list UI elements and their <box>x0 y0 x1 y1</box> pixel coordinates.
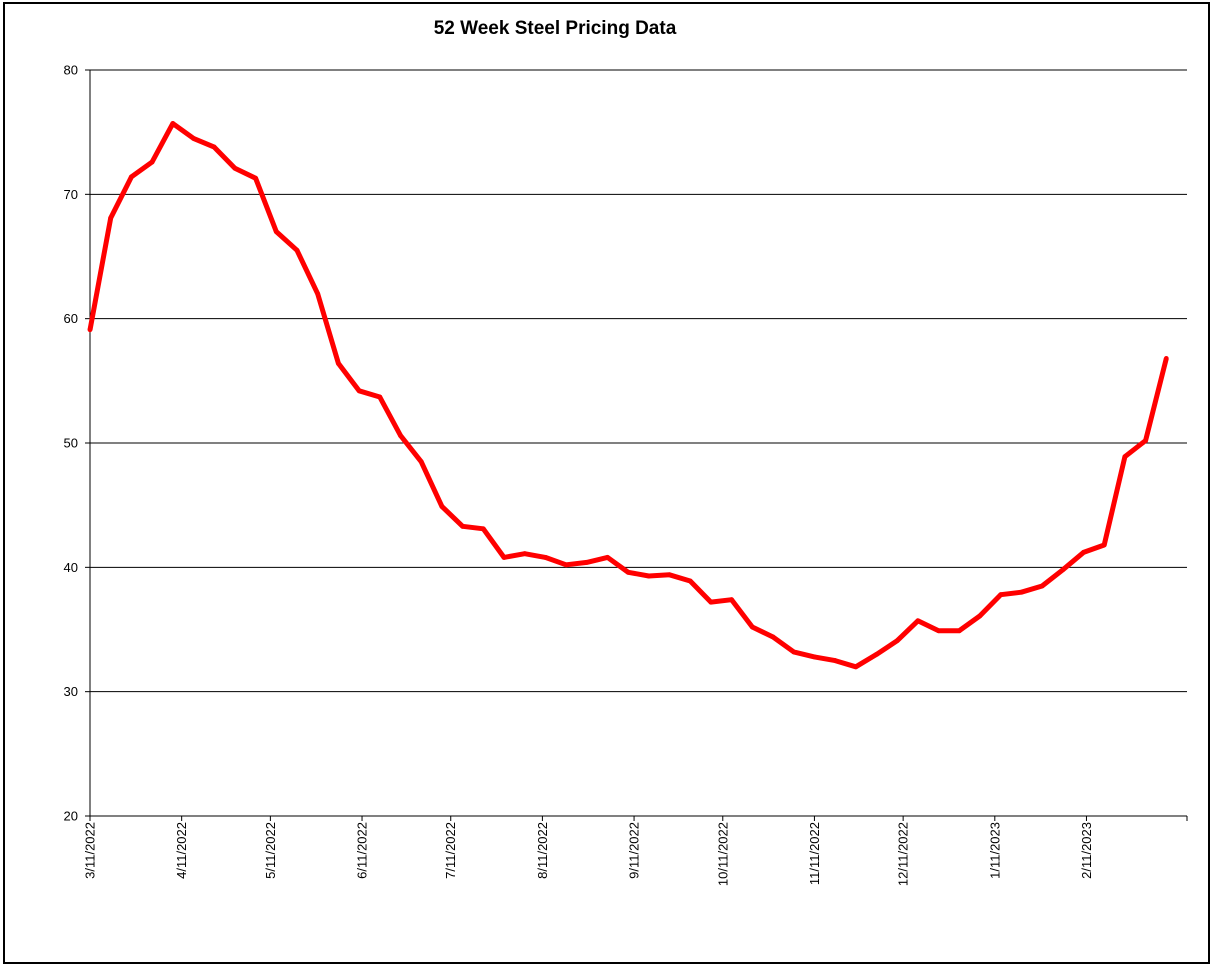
y-tick-label-70: 70 <box>64 187 78 202</box>
x-tick-label-8: 11/11/2022 <box>807 822 822 885</box>
x-tick-label-0: 3/11/2022 <box>83 822 98 879</box>
x-tick-label-5: 8/11/2022 <box>535 822 550 879</box>
chart-title: 52 Week Steel Pricing Data <box>433 18 677 39</box>
chart-frame <box>3 2 1210 964</box>
x-tick-label-11: 2/11/2023 <box>1079 822 1094 879</box>
x-tick-label-10: 1/11/2023 <box>987 822 1002 879</box>
y-tick-label-60: 60 <box>64 311 78 326</box>
x-tick-label-7: 10/11/2022 <box>715 822 730 886</box>
y-tick-label-40: 40 <box>64 560 78 575</box>
x-tick-label-2: 5/11/2022 <box>263 822 278 879</box>
x-tick-label-4: 7/11/2022 <box>443 822 458 879</box>
x-tick-label-6: 9/11/2022 <box>627 822 642 879</box>
x-tick-label-9: 12/11/2022 <box>896 822 911 886</box>
y-tick-label-80: 80 <box>64 63 78 78</box>
x-tick-label-3: 6/11/2022 <box>355 822 370 879</box>
x-tick-label-1: 4/11/2022 <box>174 822 189 879</box>
y-tick-label-30: 30 <box>64 684 78 699</box>
y-tick-label-50: 50 <box>64 436 78 451</box>
series-line <box>87 121 1169 670</box>
y-tick-label-20: 20 <box>64 809 78 824</box>
